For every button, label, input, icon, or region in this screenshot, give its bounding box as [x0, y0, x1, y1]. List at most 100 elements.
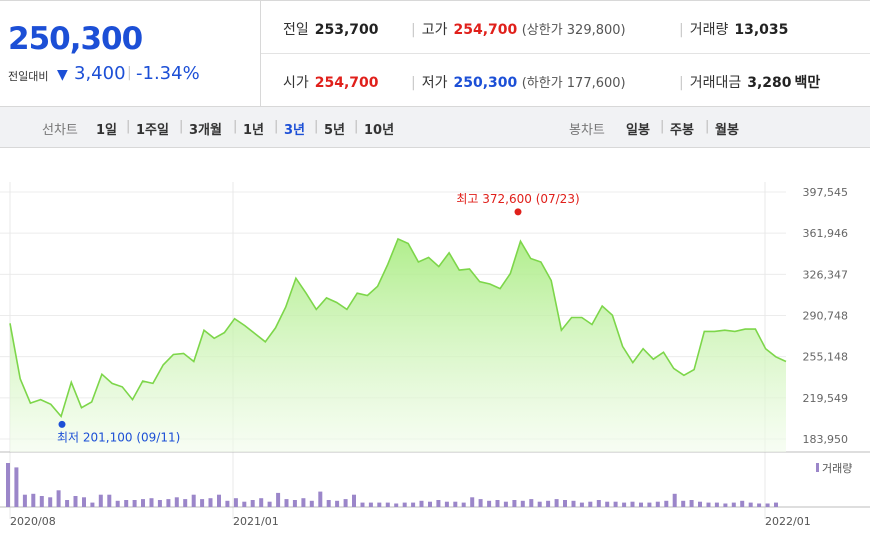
volume-bar [723, 503, 728, 507]
volume-bar [242, 501, 247, 507]
volume-bar [115, 500, 120, 507]
volume-bar [740, 500, 745, 507]
volume-bar [596, 500, 601, 507]
volume-bar [368, 502, 373, 507]
volume-bar [326, 500, 331, 507]
tab-1day[interactable]: 1일 [96, 123, 118, 138]
volume-bar [487, 500, 492, 507]
volume-bar [529, 499, 534, 507]
volume-info: | 거래량 13,035 [679, 22, 789, 38]
volume-bar [98, 494, 103, 507]
tab-3month[interactable]: 3개월 [189, 123, 222, 138]
amount-unit: 백만 [794, 75, 821, 91]
volume-bar [301, 498, 306, 507]
amount-info: | 거래대금 3,280 백만 [679, 75, 821, 91]
volume-label: 거래량 [689, 22, 729, 38]
tab-3year[interactable]: 3년 [284, 123, 306, 138]
y-tick-label: 326,347 [803, 268, 849, 281]
volume-bar [360, 502, 365, 507]
volume-bar [563, 500, 567, 507]
volume-bar [512, 500, 517, 507]
volume-bar [335, 500, 340, 507]
volume-bar [191, 494, 196, 507]
volume-bar [124, 500, 129, 507]
tab-1week[interactable]: 1주일 [136, 123, 169, 138]
prev-close-value: 253,700 [314, 22, 379, 38]
volume-bar [385, 502, 390, 507]
low-value: 250,300 [453, 75, 518, 91]
tab-daily[interactable]: 일봉 [626, 123, 650, 138]
volume-bar [419, 500, 424, 507]
high-value: 254,700 [453, 22, 518, 38]
volume-bar [774, 502, 778, 507]
volume-bar [292, 500, 297, 507]
volume-bar [639, 502, 643, 507]
compare-percent: -1.34% [136, 63, 200, 84]
volume-bar [141, 499, 145, 507]
prev-close: 전일 253,700 [283, 19, 379, 39]
volume-bar [31, 493, 36, 507]
volume-bar [681, 500, 686, 507]
volume-bar [174, 497, 179, 507]
high-label: 고가 [421, 22, 448, 38]
volume-bar [208, 498, 213, 507]
x-tick-label: 2020/08 [10, 515, 56, 528]
volume-bar [149, 498, 154, 507]
volume-bar [672, 493, 677, 507]
low-annotation: 최저 201,100 (09/11) [57, 430, 180, 444]
volume-bar [318, 491, 323, 507]
volume-bar [377, 502, 382, 507]
volume-bar [276, 492, 281, 507]
volume-bar [48, 497, 53, 507]
low-label: 저가 [421, 75, 448, 91]
tab-weekly[interactable]: 주봉 [670, 123, 694, 138]
volume-bar [166, 499, 171, 507]
high-annotation: 최고 372,600 (07/23) [456, 192, 579, 206]
volume-bar [217, 494, 221, 507]
volume-bar [56, 490, 61, 507]
volume-bar [343, 499, 348, 507]
volume-bar [132, 500, 137, 507]
volume-bar [436, 500, 441, 507]
tab-10year[interactable]: 10년 [364, 123, 395, 138]
volume-bar [546, 500, 551, 507]
high-point-marker [514, 208, 522, 216]
volume-bar [250, 500, 255, 507]
open-label: 시가 [283, 75, 309, 91]
volume-bar [411, 502, 416, 507]
high-price: | 고가 254,700 (상한가 329,800) [411, 22, 626, 38]
y-tick-label: 397,545 [803, 186, 849, 199]
volume-bar [6, 463, 10, 507]
volume-bar [520, 500, 525, 507]
volume-bar [73, 496, 78, 507]
y-tick-label: 361,946 [803, 227, 849, 240]
volume-bar [478, 499, 483, 507]
volume-legend-swatch [816, 463, 819, 472]
volume-bar [183, 499, 188, 507]
volume-bar [402, 502, 407, 507]
volume-bar [39, 496, 44, 507]
volume-bar [613, 501, 618, 507]
volume-bar [225, 500, 230, 507]
tab-1year[interactable]: 1년 [243, 123, 265, 138]
volume-bar [714, 502, 719, 507]
tab-monthly[interactable]: 월봉 [715, 123, 739, 138]
compare-separator: | [127, 65, 132, 81]
price-chart: 397,545 361,946 326,347 290,748 255,148 219,5… [0, 182, 870, 528]
y-tick-label: 290,748 [803, 310, 849, 323]
volume-bar [765, 503, 770, 507]
compare-value: 3,400 [74, 63, 126, 84]
volume-bar [352, 494, 356, 507]
volume-bar [571, 500, 576, 507]
volume-bar [731, 502, 736, 507]
tab-5year[interactable]: 5년 [324, 123, 346, 138]
volume-bar [579, 502, 584, 507]
volume-bar [461, 502, 466, 507]
volume-bar [537, 501, 542, 507]
header-divider [261, 53, 870, 54]
volume-bar [503, 501, 508, 507]
volume-bar [698, 501, 702, 507]
volume-bar [605, 501, 610, 507]
volume-bar [554, 499, 559, 507]
price-area [10, 238, 786, 452]
